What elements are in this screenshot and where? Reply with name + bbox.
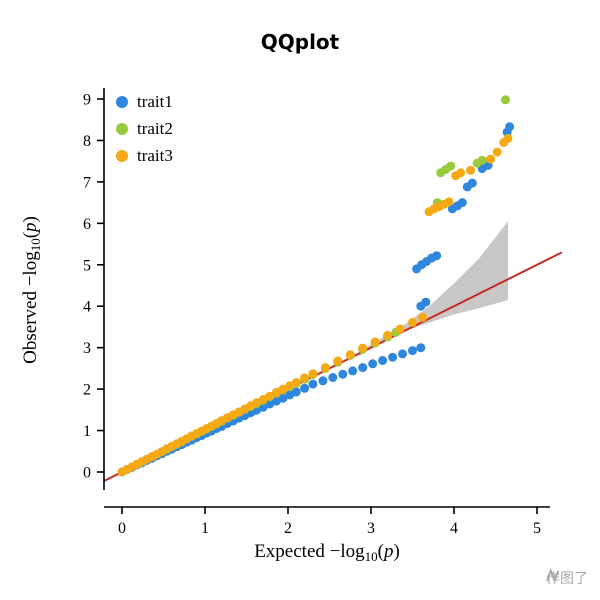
svg-text:5: 5 <box>533 520 541 537</box>
points-trait2 <box>117 95 510 477</box>
svg-text:1: 1 <box>201 520 209 537</box>
svg-text:0: 0 <box>83 465 91 482</box>
svg-text:5: 5 <box>83 257 91 274</box>
points-trait3 <box>117 133 513 477</box>
svg-text:1: 1 <box>83 423 91 440</box>
svg-text:9: 9 <box>83 92 91 109</box>
svg-text:7: 7 <box>83 174 91 191</box>
x-axis-label: Expected −log10(p) <box>254 541 400 564</box>
svg-text:3: 3 <box>367 520 375 537</box>
svg-text:0: 0 <box>118 520 126 537</box>
legend-label: trait1 <box>137 92 173 111</box>
axes <box>97 88 550 514</box>
chart-title: QQplot <box>260 30 340 54</box>
y-axis-label: Observed −log10(p) <box>20 216 43 364</box>
trait3-dot-icon <box>116 150 128 162</box>
svg-text:3: 3 <box>83 340 91 357</box>
svg-text:2: 2 <box>284 520 292 537</box>
confidence-band <box>358 221 508 356</box>
legend: trait1 trait2 trait3 <box>116 91 173 167</box>
trait1-dot-icon <box>116 96 128 108</box>
legend-item-trait2: trait2 <box>116 118 173 140</box>
svg-text:4: 4 <box>83 299 91 316</box>
watermark-logo-icon <box>546 568 560 583</box>
svg-text:6: 6 <box>83 216 91 233</box>
tick-labels: 0 1 2 3 4 5 0 1 2 3 4 5 6 7 8 9 <box>83 92 541 537</box>
watermark: 作图了 <box>546 568 588 588</box>
svg-text:2: 2 <box>83 382 91 399</box>
legend-label: trait2 <box>137 119 173 138</box>
svg-text:8: 8 <box>83 133 91 150</box>
trait2-dot-icon <box>116 123 128 135</box>
svg-text:4: 4 <box>450 520 458 537</box>
legend-label: trait3 <box>137 146 173 165</box>
legend-item-trait1: trait1 <box>116 91 173 113</box>
legend-item-trait3: trait3 <box>116 145 173 167</box>
